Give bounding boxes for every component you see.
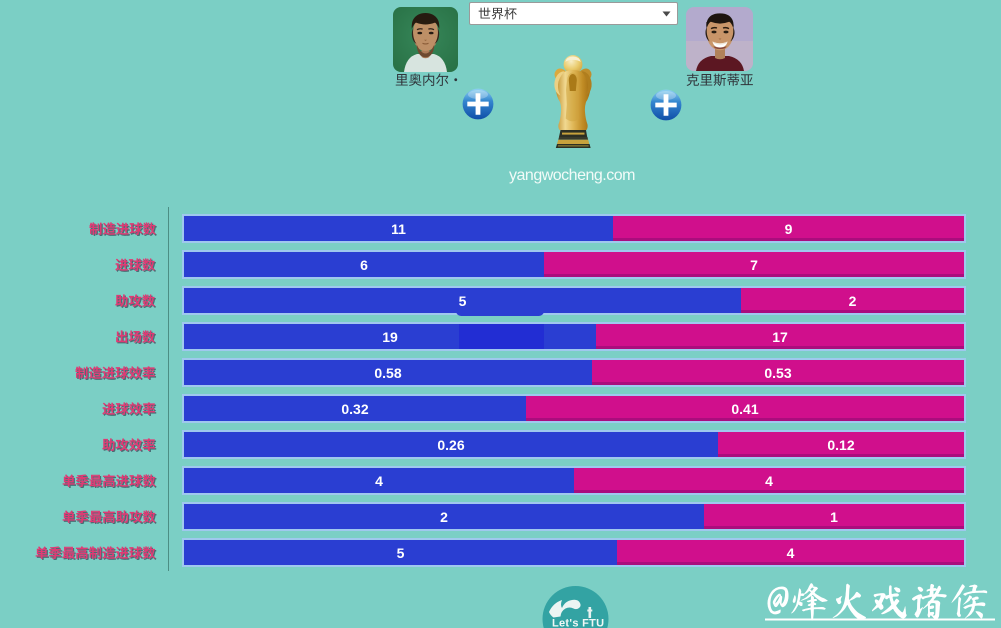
svg-text:Let's FTU: Let's FTU bbox=[552, 618, 604, 628]
